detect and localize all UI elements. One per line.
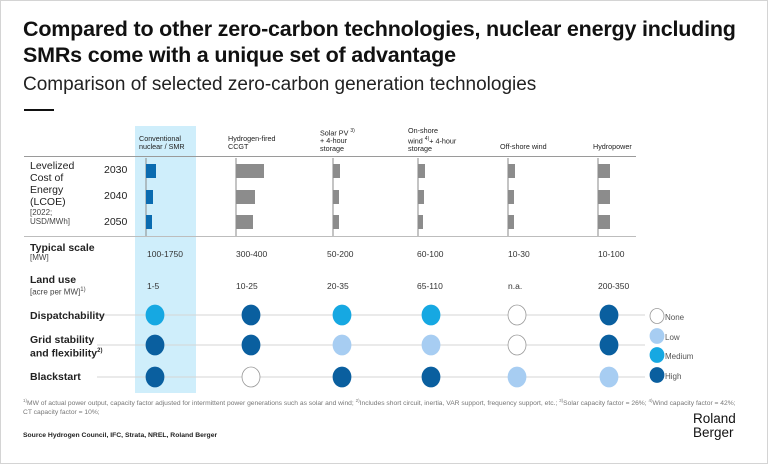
land-value-offshore: n.a. — [508, 281, 523, 291]
lcoe-bar-nuclear-2050 — [146, 215, 152, 229]
row-label-dispatchability: Dispatchability — [30, 310, 105, 322]
rating-dot-grid-hydrogen — [241, 334, 261, 356]
rating-dot-blackstart-hydro — [599, 366, 619, 388]
lcoe-bar-onshore-2050 — [418, 215, 423, 229]
column-header-offshore: Off-shore wind — [500, 142, 547, 151]
land-value-onshore: 65-110 — [417, 281, 443, 291]
rating-dot-blackstart-onshore — [421, 366, 441, 388]
lcoe-bar-onshore-2040 — [418, 190, 424, 204]
land-value-hydro: 200-350 — [598, 281, 630, 291]
footnote: 1)MW of actual power output, capacity fa… — [23, 398, 736, 417]
year-label-2030: 2030 — [104, 164, 128, 176]
nuclear-highlight-band — [135, 126, 196, 393]
lcoe-bar-hydrogen-2040 — [236, 190, 255, 204]
row-label-grid-stability: Grid stability and flexibility2) — [30, 334, 103, 360]
row-label-lcoe: Levelized Cost of Energy (LCOE) [2022; U… — [30, 160, 75, 226]
lcoe-bar-nuclear-2030 — [146, 164, 156, 178]
year-label-2040: 2040 — [104, 190, 128, 202]
rating-dot-dispatch-hydrogen — [241, 304, 261, 326]
roland-berger-logo: Roland Berger — [693, 411, 736, 440]
land-value-nuclear: 1-5 — [147, 281, 160, 291]
source-note: Source Hydrogen Council, IFC, Strata, NR… — [23, 432, 218, 439]
lcoe-bar-solar-2040 — [333, 190, 339, 204]
lcoe-bar-hydro-2050 — [598, 215, 610, 229]
lcoe-bar-hydrogen-2030 — [236, 164, 264, 178]
slide-subtitle: Comparison of selected zero-carbon gener… — [23, 74, 537, 95]
rating-dot-grid-solar — [332, 334, 352, 356]
lcoe-divider — [24, 236, 636, 237]
rating-dot-dispatch-offshore — [507, 304, 527, 326]
column-header-hydro: Hydropower — [593, 142, 632, 151]
lcoe-bar-nuclear-2040 — [146, 190, 153, 204]
rating-dot-blackstart-hydrogen — [241, 366, 261, 388]
lcoe-bar-offshore-2050 — [508, 215, 514, 229]
header-divider — [24, 156, 636, 157]
year-label-2050: 2050 — [104, 216, 128, 228]
row-label-blackstart: Blackstart — [30, 371, 81, 383]
lcoe-bar-solar-2030 — [333, 164, 340, 178]
slide-title: Compared to other zero-carbon technologi… — [23, 17, 736, 67]
scale-value-hydrogen: 300-400 — [236, 249, 268, 259]
legend-swatch-high — [649, 367, 665, 383]
column-header-nuclear: Conventional nuclear / SMR — [139, 134, 185, 151]
legend-label-medium: Medium — [665, 352, 694, 361]
lcoe-bar-onshore-2030 — [418, 164, 425, 178]
scale-value-offshore: 10-30 — [508, 249, 530, 259]
column-header-hydrogen: Hydrogen-fired CCGT — [228, 134, 276, 151]
lcoe-bar-offshore-2040 — [508, 190, 514, 204]
lcoe-bar-solar-2050 — [333, 215, 339, 229]
column-header-onshore: On-shore wind 4)+ 4-hour storage — [408, 126, 457, 154]
legend-label-high: High — [665, 372, 682, 381]
rating-dot-blackstart-solar — [332, 366, 352, 388]
scale-value-nuclear: 100-1750 — [147, 249, 183, 259]
rating-dot-dispatch-solar — [332, 304, 352, 326]
rating-dot-dispatch-onshore — [421, 304, 441, 326]
rating-dot-grid-nuclear — [145, 334, 165, 356]
column-header-solar: Solar PV 3) + 4-hour storage — [320, 128, 355, 154]
rating-dot-dispatch-hydro — [599, 304, 619, 326]
row-label-land: Land use [acre per MW]1) — [30, 274, 86, 297]
scale-value-solar: 50-200 — [327, 249, 354, 259]
legend-swatch-low — [649, 328, 665, 344]
rating-dot-dispatch-nuclear — [145, 304, 165, 326]
rating-dot-blackstart-nuclear — [145, 366, 165, 388]
rating-dot-grid-hydro — [599, 334, 619, 356]
lcoe-bar-hydrogen-2050 — [236, 215, 253, 229]
legend-label-none: None — [665, 313, 685, 322]
land-value-hydrogen: 10-25 — [236, 281, 258, 291]
rating-dot-grid-offshore — [507, 334, 527, 356]
rating-dot-grid-onshore — [421, 334, 441, 356]
rating-dot-blackstart-offshore — [507, 366, 527, 388]
scale-value-onshore: 60-100 — [417, 249, 444, 259]
lcoe-bar-hydro-2030 — [598, 164, 610, 178]
land-value-solar: 20-35 — [327, 281, 349, 291]
row-label-scale: Typical scale [MW] — [30, 242, 95, 262]
lcoe-bar-hydro-2040 — [598, 190, 610, 204]
lcoe-bar-offshore-2030 — [508, 164, 515, 178]
legend-label-low: Low — [665, 333, 680, 342]
scale-value-hydro: 10-100 — [598, 249, 625, 259]
legend-swatch-none — [649, 308, 665, 324]
legend-swatch-medium — [649, 347, 665, 363]
title-accent-bar — [24, 109, 54, 111]
